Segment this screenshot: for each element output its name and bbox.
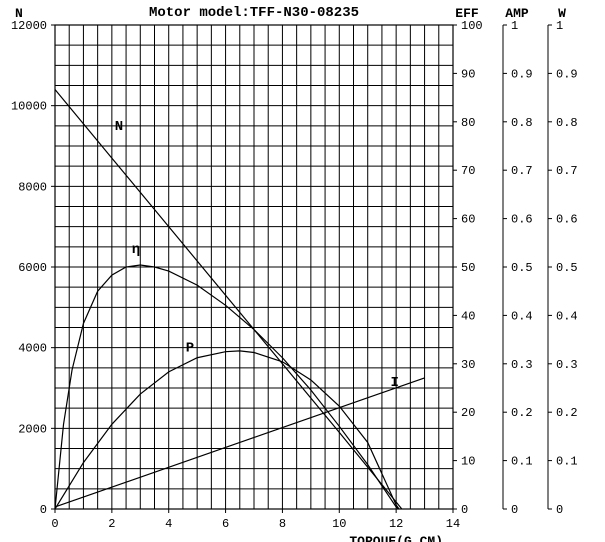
svg-text:4000: 4000	[18, 342, 47, 356]
svg-text:TORQUE(G.CM): TORQUE(G.CM)	[349, 534, 443, 542]
svg-text:2: 2	[108, 517, 115, 531]
svg-text:14: 14	[446, 517, 460, 531]
svg-text:50: 50	[461, 261, 475, 275]
svg-text:0.2: 0.2	[556, 406, 578, 420]
svg-text:0.7: 0.7	[556, 164, 578, 178]
svg-text:N: N	[15, 6, 23, 21]
svg-text:6000: 6000	[18, 261, 47, 275]
svg-text:0.3: 0.3	[556, 358, 578, 372]
svg-text:8: 8	[279, 517, 286, 531]
svg-text:40: 40	[461, 309, 475, 323]
svg-text:2000: 2000	[18, 422, 47, 436]
svg-text:70: 70	[461, 164, 475, 178]
svg-text:6: 6	[222, 517, 229, 531]
svg-text:80: 80	[461, 116, 475, 130]
svg-text:0.5: 0.5	[511, 261, 533, 275]
svg-text:0.4: 0.4	[511, 309, 533, 323]
svg-text:0.8: 0.8	[556, 116, 578, 130]
svg-text:0.9: 0.9	[511, 67, 533, 81]
svg-text:0.8: 0.8	[511, 116, 533, 130]
svg-text:1: 1	[511, 19, 518, 33]
svg-text:0: 0	[40, 503, 47, 517]
svg-text:0.1: 0.1	[511, 455, 533, 469]
svg-text:AMP: AMP	[505, 6, 529, 21]
svg-text:8000: 8000	[18, 180, 47, 194]
svg-text:60: 60	[461, 213, 475, 227]
svg-text:0: 0	[511, 503, 518, 517]
svg-text:0.7: 0.7	[511, 164, 533, 178]
svg-text:0.4: 0.4	[556, 309, 578, 323]
svg-text:W: W	[558, 6, 566, 21]
svg-text:0.3: 0.3	[511, 358, 533, 372]
svg-text:0.6: 0.6	[511, 213, 533, 227]
svg-text:0: 0	[51, 517, 58, 531]
svg-text:20: 20	[461, 406, 475, 420]
svg-text:4: 4	[165, 517, 172, 531]
svg-text:12000: 12000	[11, 19, 47, 33]
svg-text:1: 1	[556, 19, 563, 33]
svg-text:Motor model:TFF-N30-08235: Motor model:TFF-N30-08235	[149, 5, 359, 21]
svg-text:0: 0	[461, 503, 468, 517]
svg-text:η: η	[132, 242, 140, 258]
svg-text:P: P	[186, 341, 194, 357]
svg-text:0.5: 0.5	[556, 261, 578, 275]
svg-text:30: 30	[461, 358, 475, 372]
svg-text:I: I	[390, 375, 398, 391]
svg-text:0.1: 0.1	[556, 455, 578, 469]
svg-text:10: 10	[461, 455, 475, 469]
svg-text:0: 0	[556, 503, 563, 517]
svg-text:EFF: EFF	[455, 6, 479, 21]
svg-text:0.9: 0.9	[556, 67, 578, 81]
svg-text:100: 100	[461, 19, 483, 33]
svg-text:0.6: 0.6	[556, 213, 578, 227]
svg-text:0.2: 0.2	[511, 406, 533, 420]
svg-text:10: 10	[332, 517, 346, 531]
svg-text:90: 90	[461, 67, 475, 81]
svg-text:12: 12	[389, 517, 403, 531]
svg-text:10000: 10000	[11, 100, 47, 114]
svg-text:N: N	[115, 119, 123, 135]
